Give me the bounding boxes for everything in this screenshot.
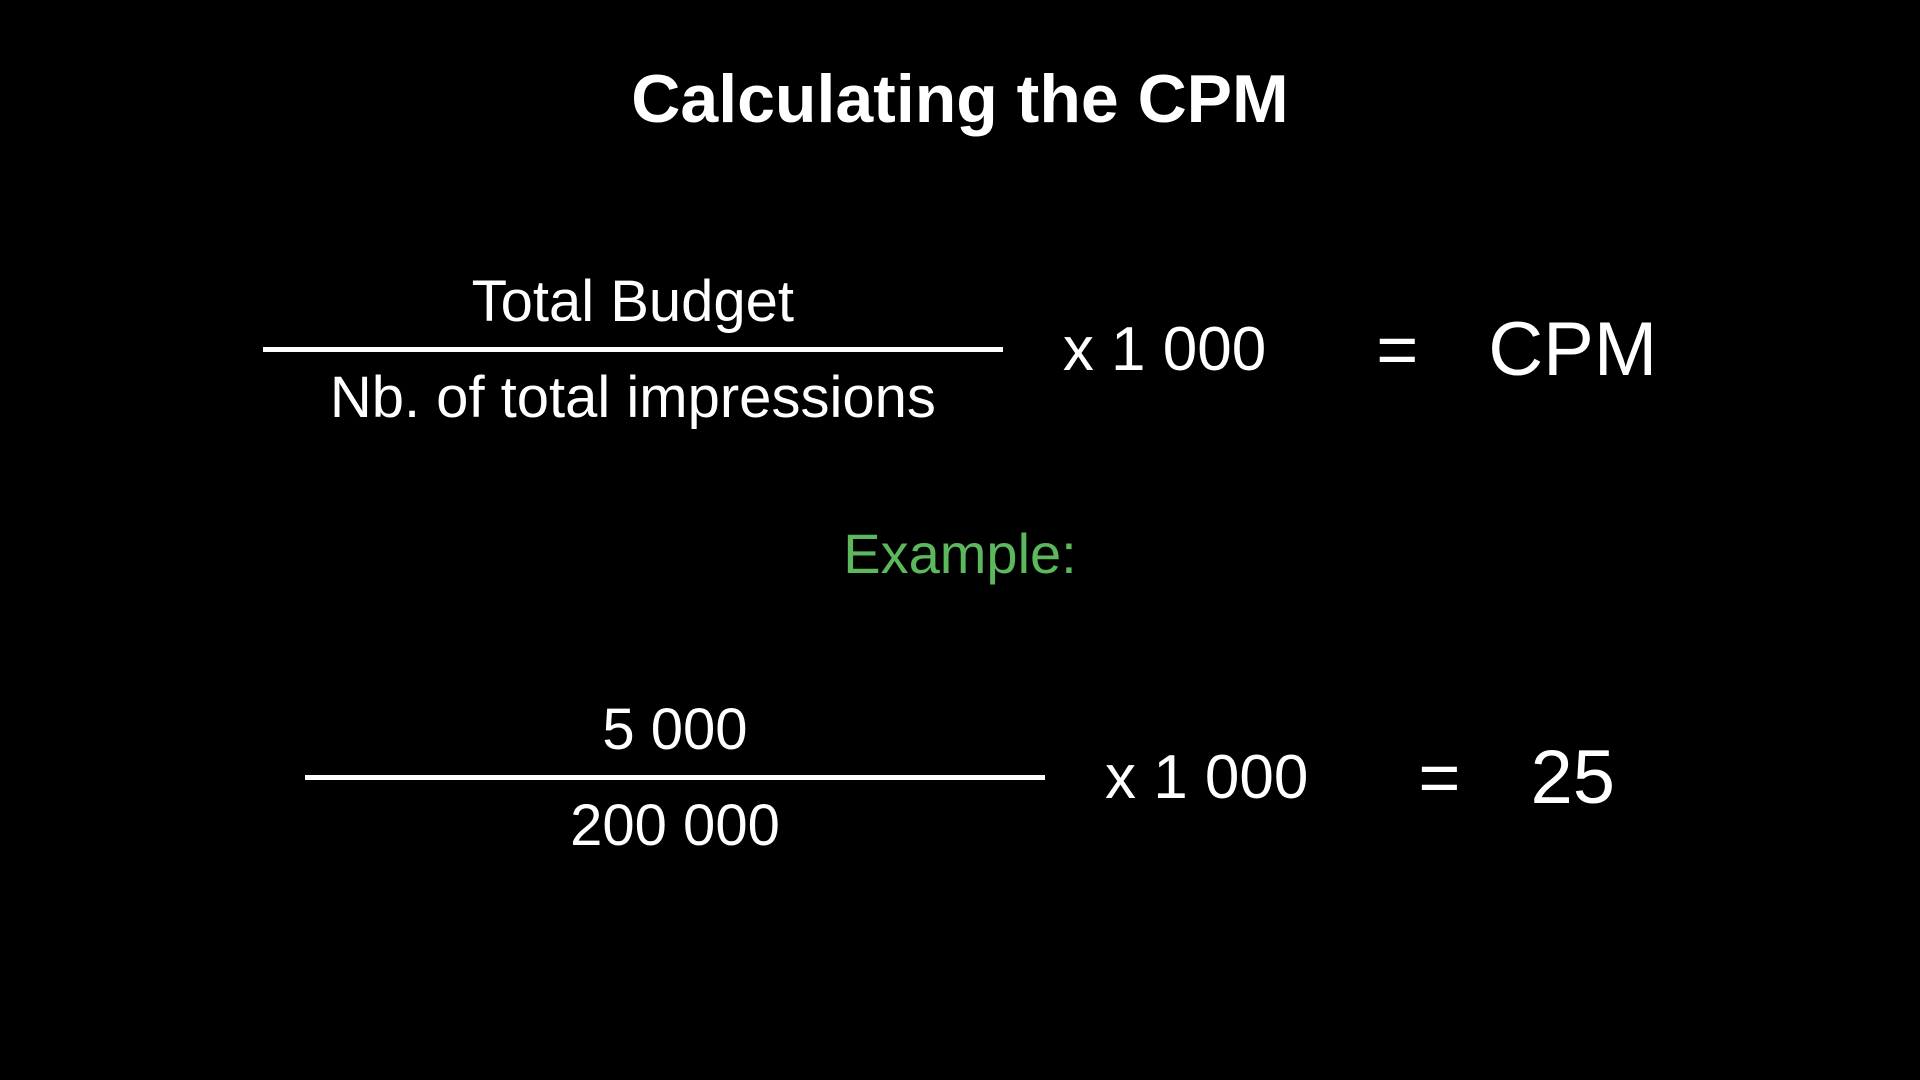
formula-result: CPM <box>1488 306 1657 393</box>
formula-fraction: Total Budget Nb. of total impressions <box>263 268 1003 431</box>
formula-divider <box>263 347 1003 352</box>
example-label: Example: <box>843 521 1076 586</box>
formula-multiplier: x 1 000 <box>1063 314 1266 385</box>
formula-denominator: Nb. of total impressions <box>330 356 936 431</box>
formula-numerator: Total Budget <box>472 268 794 343</box>
example-numerator: 5 000 <box>602 696 747 771</box>
example-result: 25 <box>1530 734 1615 821</box>
example-denominator: 200 000 <box>570 784 780 859</box>
example-multiplier: x 1 000 <box>1105 742 1308 813</box>
formula-row: Total Budget Nb. of total impressions x … <box>0 268 1920 431</box>
example-equals: = <box>1418 737 1460 819</box>
formula-equals: = <box>1376 309 1418 391</box>
example-row: 5 000 200 000 x 1 000 = 25 <box>0 696 1920 859</box>
example-divider <box>305 775 1045 780</box>
example-fraction: 5 000 200 000 <box>305 696 1045 859</box>
slide-title: Calculating the CPM <box>631 60 1288 138</box>
